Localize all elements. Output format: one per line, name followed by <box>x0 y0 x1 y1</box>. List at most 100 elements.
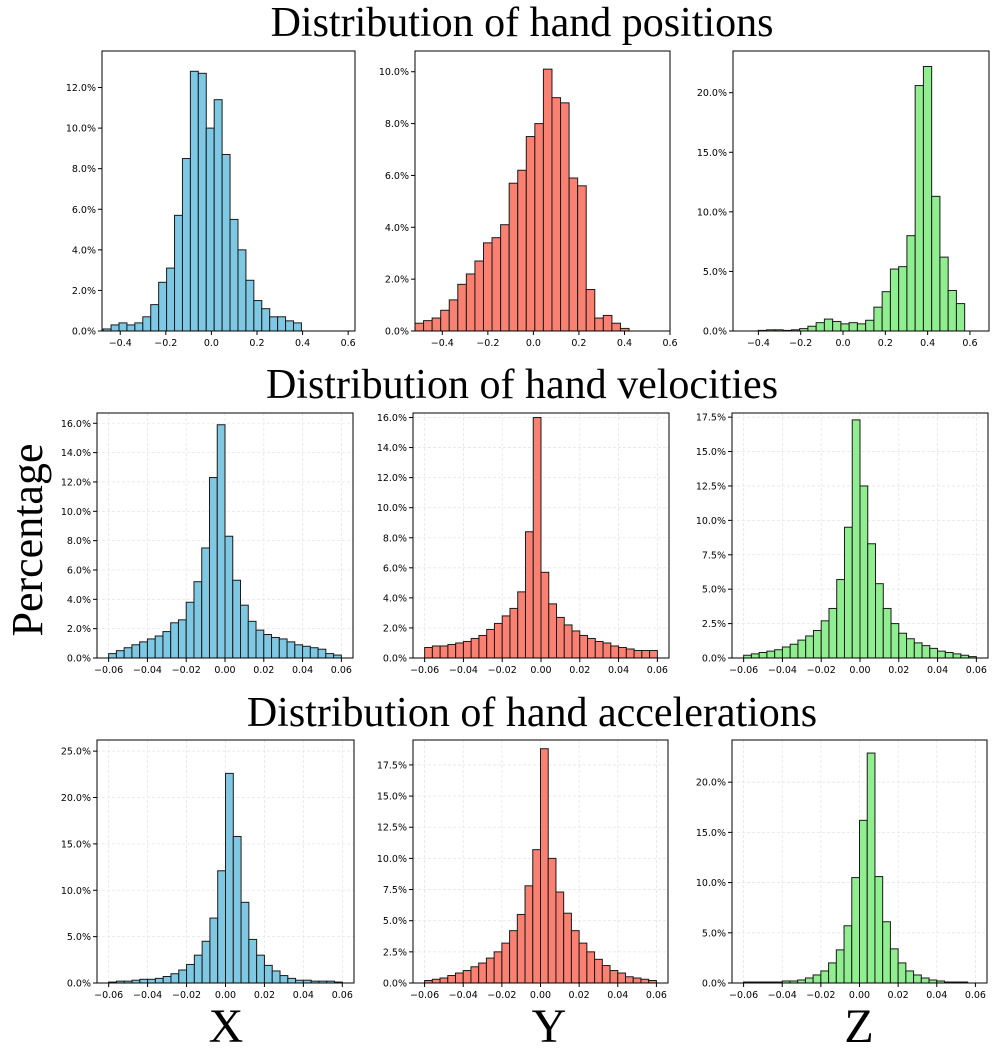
x-tick-label: 0.0 <box>835 338 850 349</box>
histogram-bar <box>440 309 450 332</box>
histogram-bar <box>509 607 519 659</box>
y-tick-label: 0.0% <box>702 979 726 990</box>
histogram-bar <box>126 324 136 332</box>
histogram-bar <box>906 235 916 332</box>
y-tick-label: 0.0% <box>67 654 91 665</box>
histogram-bar <box>162 976 172 984</box>
panels-layer: −0.4 −0.2 0.0 0.2 0.4 0.6 0.0% 2.0% 4.0% 6.0% 8.0%… <box>61 50 990 1001</box>
histogram-bar <box>931 195 941 332</box>
histogram-bar <box>470 966 480 984</box>
histogram-bar <box>317 648 327 659</box>
histogram-bar <box>269 316 279 332</box>
histogram-bar <box>517 169 527 332</box>
y-tick-label: 7.5% <box>702 550 726 561</box>
y-tick-label: 6.0% <box>385 171 409 182</box>
histogram-bar <box>517 591 526 659</box>
histogram-bar <box>118 322 128 332</box>
histogram-bar <box>205 127 215 332</box>
histogram-bar <box>625 648 635 659</box>
plot-frame <box>101 50 356 332</box>
histogram-bar <box>618 646 627 659</box>
histogram-bar <box>922 65 933 332</box>
y-tick-label: 10.0% <box>61 886 91 897</box>
y-tick-label: 17.5% <box>377 760 407 771</box>
histogram-bar <box>293 322 302 332</box>
histogram-bar <box>832 320 842 332</box>
x-tick-label: 0.4 <box>920 338 935 349</box>
histogram-bar <box>261 308 271 332</box>
histogram-bar <box>248 938 258 984</box>
histogram-bar <box>486 628 495 659</box>
y-tick-label: 2.5% <box>702 619 726 630</box>
histogram-bar <box>560 102 570 332</box>
y-tick-label: 2.0% <box>67 624 91 635</box>
histogram-bar <box>848 322 858 332</box>
histogram-bar <box>279 975 289 984</box>
histogram-bar <box>913 974 922 984</box>
histogram-bar <box>193 954 203 984</box>
histogram-bar <box>501 615 511 659</box>
histogram-bar <box>139 978 149 984</box>
histogram-bar <box>493 622 503 659</box>
row-title-accelerations: Distribution of hand accelerations <box>247 690 817 736</box>
histogram-bar <box>585 289 596 332</box>
histogram-bar <box>501 942 511 984</box>
histogram-bar <box>882 607 892 659</box>
x-tick-label: 0.4 <box>295 338 310 349</box>
y-tick-label: 0.0% <box>383 979 407 990</box>
histogram-bar <box>594 640 604 659</box>
y-tick-label: 15.0% <box>697 148 727 159</box>
histogram-bar <box>181 158 191 332</box>
x-tick-label: 0.04 <box>608 665 629 676</box>
x-tick-label: 0.00 <box>849 990 870 1001</box>
x-tick-label: −0.04 <box>133 665 162 676</box>
histogram-bar <box>245 279 255 332</box>
histogram-bar <box>812 629 822 659</box>
histogram-bar <box>551 97 562 332</box>
histogram-bar <box>875 583 884 659</box>
histogram-bar <box>649 649 658 659</box>
histogram-bar <box>867 543 877 659</box>
y-tick-label: 15.0% <box>61 839 91 850</box>
y-tick-label: 10.0% <box>377 854 407 865</box>
histogram-bar <box>170 622 179 659</box>
histogram-bar <box>174 214 183 332</box>
column-label-z: Z <box>844 1000 873 1049</box>
y-tick-label: 5.0% <box>383 916 407 927</box>
histogram-bar <box>447 975 457 984</box>
y-tick-label: 0.0% <box>703 327 727 338</box>
histogram-bar <box>271 636 280 659</box>
histogram-bar <box>240 604 249 659</box>
y-tick-label: 20.0% <box>61 793 91 804</box>
y-tick-label: 20.0% <box>697 88 727 99</box>
histogram-bar <box>263 634 273 659</box>
histogram-bar <box>914 85 924 332</box>
histogram-bar <box>820 620 830 659</box>
bar-series <box>757 65 966 332</box>
histogram-bar <box>563 624 573 659</box>
histogram-bar <box>889 268 900 332</box>
y-tick-label: 5.0% <box>703 267 727 278</box>
histogram-bar <box>579 634 589 659</box>
y-tick-label: 2.0% <box>385 275 409 286</box>
x-tick-label: 0.04 <box>927 665 948 676</box>
histogram-bar <box>221 153 231 332</box>
histogram-panel: −0.4 −0.2 0.0 0.2 0.4 0.6 0.0% 2.0% 4.0% 6.0% 8.0%… <box>66 50 356 349</box>
histogram-bar <box>805 635 814 659</box>
histogram-bar <box>448 299 459 332</box>
histogram-bar <box>906 638 915 659</box>
histogram-bar <box>213 99 223 332</box>
histogram-bar <box>820 970 830 984</box>
histogram-bar <box>232 579 242 659</box>
histogram-bar <box>197 72 207 332</box>
y-tick-label: 0.0% <box>383 654 407 665</box>
x-tick-label: 0.04 <box>607 990 628 1001</box>
histogram-bar <box>524 531 534 659</box>
x-tick-label: 0.04 <box>292 665 313 676</box>
histogram-bar <box>462 970 472 984</box>
histogram-bar <box>178 969 188 984</box>
histogram-bar <box>882 921 891 984</box>
histogram-bar <box>602 642 612 659</box>
bar-series <box>102 70 302 332</box>
